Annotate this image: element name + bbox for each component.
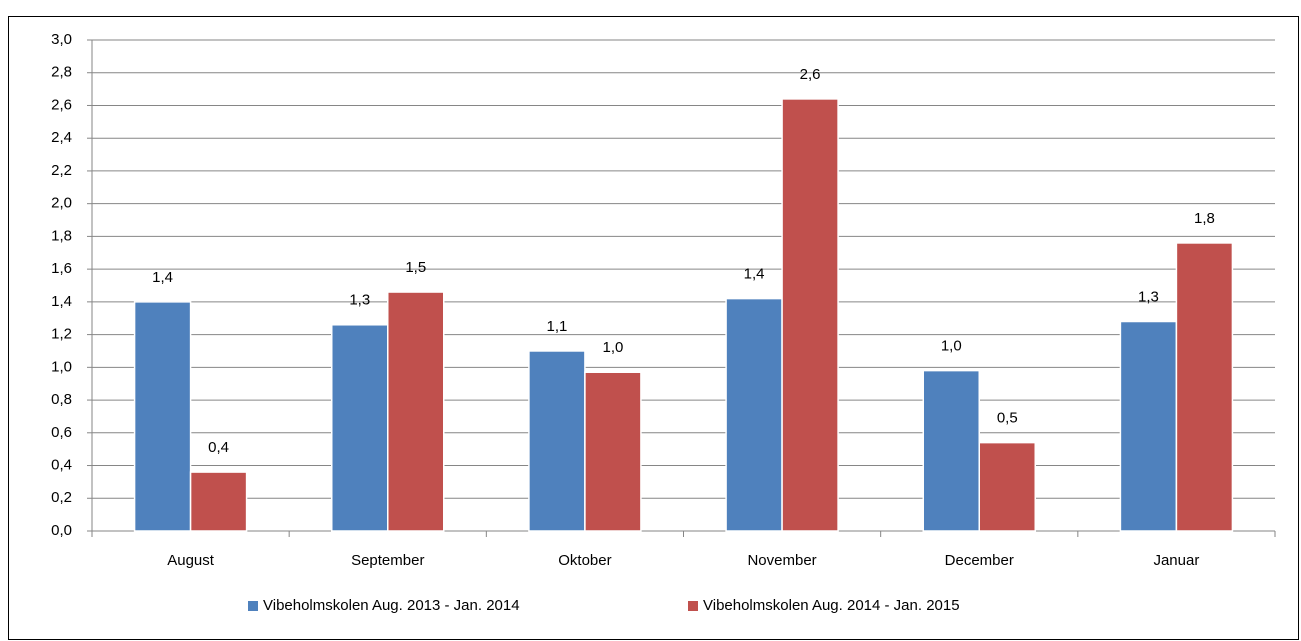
- y-tick-label: 1,4: [51, 293, 72, 310]
- x-tick-label: August: [167, 552, 215, 569]
- legend-label: Vibeholmskolen Aug. 2014 - Jan. 2015: [703, 597, 960, 614]
- data-label: 1,5: [405, 259, 426, 276]
- y-tick-label: 0,4: [51, 457, 72, 474]
- y-tick-label: 2,6: [51, 96, 72, 113]
- bar: [331, 324, 389, 532]
- legend-label: Vibeholmskolen Aug. 2013 - Jan. 2014: [263, 597, 520, 614]
- data-label: 1,3: [349, 292, 370, 309]
- y-tick-label: 1,8: [51, 227, 72, 244]
- bar: [725, 297, 783, 532]
- y-tick-label: 1,0: [51, 358, 72, 375]
- data-label: 1,4: [152, 269, 173, 286]
- data-label: 0,5: [997, 410, 1018, 427]
- data-label: 0,4: [208, 439, 229, 456]
- bar: [528, 350, 586, 532]
- y-tick-label: 2,8: [51, 64, 72, 81]
- x-tick-label: Januar: [1153, 552, 1199, 569]
- y-tick-label: 3,0: [51, 31, 72, 48]
- x-tick-label: December: [945, 552, 1014, 569]
- bar: [1175, 242, 1234, 532]
- y-tick-label: 0,2: [51, 489, 72, 506]
- x-tick-label: Oktober: [558, 552, 611, 569]
- data-label: 1,4: [744, 266, 765, 283]
- chart-border: [8, 16, 1299, 640]
- bar: [1119, 320, 1178, 532]
- data-label: 1,1: [546, 318, 567, 335]
- data-label: 1,0: [941, 338, 962, 355]
- y-tick-label: 0,8: [51, 391, 72, 408]
- bar: [584, 371, 642, 532]
- y-tick-label: 0,6: [51, 424, 72, 441]
- legend-swatch: [688, 601, 698, 611]
- bar: [978, 441, 1036, 532]
- bar: [133, 301, 192, 532]
- bar: [189, 471, 248, 532]
- y-tick-label: 1,6: [51, 260, 72, 277]
- y-tick-label: 2,4: [51, 129, 72, 146]
- x-tick-label: November: [747, 552, 816, 569]
- data-label: 2,6: [800, 66, 821, 83]
- legend-swatch: [248, 601, 258, 611]
- y-tick-label: 0,0: [51, 522, 72, 539]
- data-label: 1,0: [602, 339, 623, 356]
- data-label: 1,8: [1194, 210, 1215, 227]
- data-label: 1,3: [1138, 288, 1159, 305]
- y-tick-label: 1,2: [51, 326, 72, 343]
- y-tick-label: 2,0: [51, 195, 72, 212]
- bar: [387, 291, 445, 532]
- x-tick-label: September: [351, 552, 424, 569]
- bar: [781, 98, 839, 532]
- bar: [922, 369, 980, 532]
- y-tick-label: 2,2: [51, 162, 72, 179]
